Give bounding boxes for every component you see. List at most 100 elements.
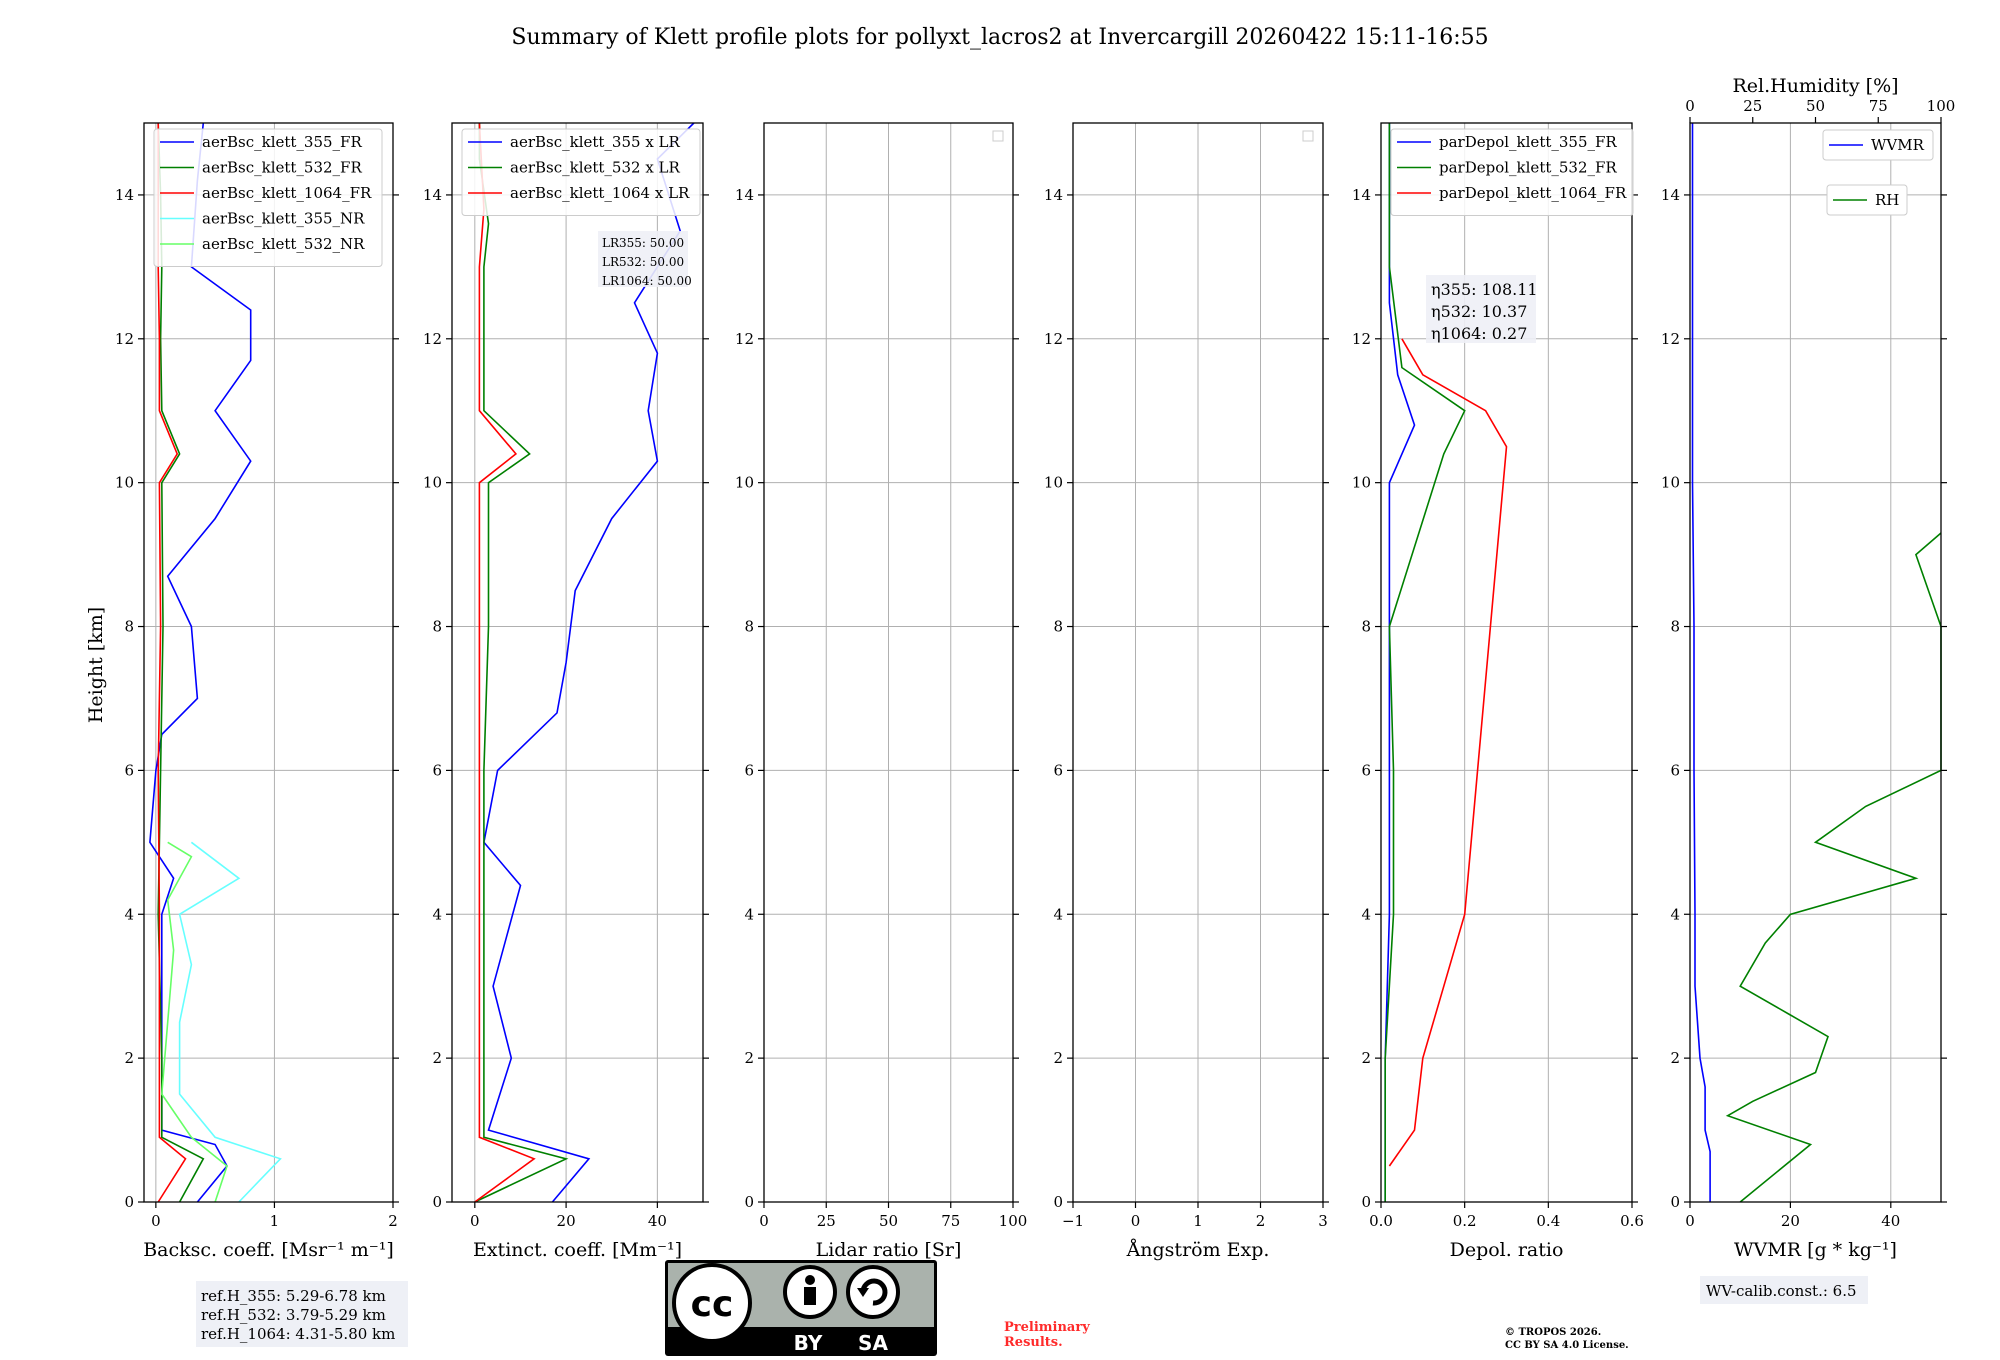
wvmr-series-wvmr <box>1691 123 1711 1202</box>
y-tick-label: 8 <box>1361 618 1371 636</box>
wvmr-xlabel: WVMR [g * kg⁻¹] <box>1734 1239 1897 1261</box>
y-tick-label: 8 <box>124 618 134 636</box>
eta-annotation-line: η355: 108.11 <box>1431 280 1538 299</box>
extinction-legend <box>461 128 701 216</box>
wv-calib-box: WV-calib.const.: 6.5 <box>1700 1276 1868 1304</box>
x-tick-label: −1 <box>1062 1212 1084 1230</box>
y-tick-label: 12 <box>115 330 134 348</box>
wvmr-panel: 0 2 4 6 8 10 12 14 0 20 40 WVMR [g * kg⁻¹] 0 25 50 75 10… <box>1661 75 1955 1261</box>
y-tick-label: 2 <box>744 1049 754 1067</box>
x-tick-label: 20 <box>1781 1212 1800 1230</box>
depol-panel: 0 2 4 6 8 10 12 14 0.0 0.2 0.4 0.6 Depol. ratio parDe… <box>1352 122 1644 1261</box>
y-tick-label: 2 <box>124 1049 134 1067</box>
y-tick-label: 4 <box>432 905 442 923</box>
refh-532: ref.H_532: 3.79-5.29 km <box>201 1306 386 1324</box>
y-tick-label: 6 <box>432 761 442 779</box>
legend-label: aerBsc_klett_355 x LR <box>510 133 681 151</box>
legend-label: WVMR <box>1871 136 1925 154</box>
x-tick-label: 1 <box>1193 1212 1203 1230</box>
angstrom-empty-legend <box>1302 130 1314 142</box>
legend-label: aerBsc_klett_1064 x LR <box>510 184 690 202</box>
y-tick-label: 6 <box>1053 761 1063 779</box>
y-tick-label: 0 <box>1670 1193 1680 1211</box>
x-tick-label: 2 <box>1256 1212 1266 1230</box>
depol-legend <box>1390 128 1634 216</box>
extinction-axes-frame <box>451 122 704 1203</box>
copyright-line-2: CC BY SA 4.0 License. <box>1505 1340 1629 1351</box>
legend-label: RH <box>1875 191 1899 209</box>
y-tick-label: 12 <box>423 330 442 348</box>
preliminary-line-1: Preliminary <box>1004 1320 1090 1335</box>
y-tick-label: 14 <box>1352 186 1371 204</box>
y-tick-label: 4 <box>124 905 134 923</box>
backscatter-series-aerbsc-klett-1064-fr <box>157 123 187 1203</box>
legend-label: parDepol_klett_355_FR <box>1439 133 1617 151</box>
depol-series-pardepol-klett-1064-fr <box>1388 338 1508 1167</box>
extinction-panel: 0 2 4 6 8 10 12 14 0 20 40 Extinct. coeff. [Mm⁻¹] ae… <box>423 122 709 1261</box>
y-tick-label: 0 <box>744 1193 754 1211</box>
refh-355: ref.H_355: 5.29-6.78 km <box>201 1287 386 1305</box>
refh-1064: ref.H_1064: 4.31-5.80 km <box>201 1325 395 1343</box>
y-tick-label: 10 <box>1352 474 1371 492</box>
y-tick-label: 8 <box>1670 618 1680 636</box>
backscatter-legend <box>153 128 383 267</box>
preliminary-line-2: Results. <box>1004 1335 1063 1350</box>
x-tick-label: 25 <box>817 1212 836 1230</box>
legend-label: aerBsc_klett_355_FR <box>202 133 362 151</box>
x-tick-label: 100 <box>999 1212 1028 1230</box>
y-tick-label: 6 <box>1670 761 1680 779</box>
x-tick-label: 0 <box>759 1212 769 1230</box>
eta-annotation <box>1426 275 1536 343</box>
y-tick-label: 12 <box>735 330 754 348</box>
y-tick-label: 2 <box>1670 1049 1680 1067</box>
x-tick-label: 0.0 <box>1369 1212 1393 1230</box>
x-tick-label: 20 <box>557 1212 576 1230</box>
legend-label: aerBsc_klett_532_NR <box>202 235 365 253</box>
backscatter-xlabel: Backsc. coeff. [Msr⁻¹ m⁻¹] <box>143 1239 394 1261</box>
legend-label: aerBsc_klett_355_NR <box>202 210 365 228</box>
depol-xlabel: Depol. ratio <box>1450 1239 1564 1261</box>
top-x-tick-label: 75 <box>1869 97 1888 115</box>
extinction-series-aerbsc-klett-532-x-lr <box>474 123 569 1203</box>
y-tick-label: 10 <box>423 474 442 492</box>
wv-calib-text: WV-calib.const.: 6.5 <box>1706 1282 1857 1300</box>
x-tick-label: 75 <box>941 1212 960 1230</box>
lidar_ratio-xlabel: Lidar ratio [Sr] <box>816 1239 962 1261</box>
x-tick-label: 0.6 <box>1620 1212 1644 1230</box>
y-tick-label: 14 <box>735 186 754 204</box>
depol-axes-frame <box>1380 122 1633 1203</box>
y-tick-label: 12 <box>1661 330 1680 348</box>
y-tick-label: 10 <box>115 474 134 492</box>
legend-label: aerBsc_klett_1064_FR <box>202 184 372 202</box>
y-tick-label: 2 <box>1053 1049 1063 1067</box>
y-tick-label: 6 <box>124 761 134 779</box>
backscatter-series-aerbsc-klett-532-nr <box>160 841 228 1203</box>
y-tick-label: 2 <box>432 1049 442 1067</box>
y-tick-label: 6 <box>744 761 754 779</box>
y-tick-label: 12 <box>1044 330 1063 348</box>
lidar_ratio-empty-legend <box>992 130 1004 142</box>
backscatter-series-aerbsc-klett-355-fr <box>149 122 252 1203</box>
cc-badge-cc: cc <box>691 1284 734 1325</box>
legend-label: parDepol_klett_532_FR <box>1439 159 1617 177</box>
depol-series-pardepol-klett-532-fr <box>1384 123 1466 1202</box>
y-tick-label: 4 <box>1670 905 1680 923</box>
wvmr-legend-wvmr <box>1822 129 1934 161</box>
wvmr-series-rh <box>1725 532 1942 1203</box>
y-tick-label: 14 <box>423 186 442 204</box>
y-tick-label: 0 <box>124 1193 134 1211</box>
y-tick-label: 8 <box>1053 618 1063 636</box>
cc-badge-by: BY <box>794 1331 823 1355</box>
lr-annotation-line: LR1064: 50.00 <box>602 274 692 288</box>
y-tick-label: 8 <box>744 618 754 636</box>
backscatter-axes-frame <box>143 122 394 1203</box>
legend-label: aerBsc_klett_532 x LR <box>510 159 681 177</box>
y-tick-label: 10 <box>1661 474 1680 492</box>
wvmr-top-xlabel: Rel.Humidity [%] <box>1732 75 1898 97</box>
y-tick-label: 14 <box>115 186 134 204</box>
eta-annotation-line: η532: 10.37 <box>1431 302 1527 321</box>
y-tick-label: 2 <box>1361 1049 1371 1067</box>
